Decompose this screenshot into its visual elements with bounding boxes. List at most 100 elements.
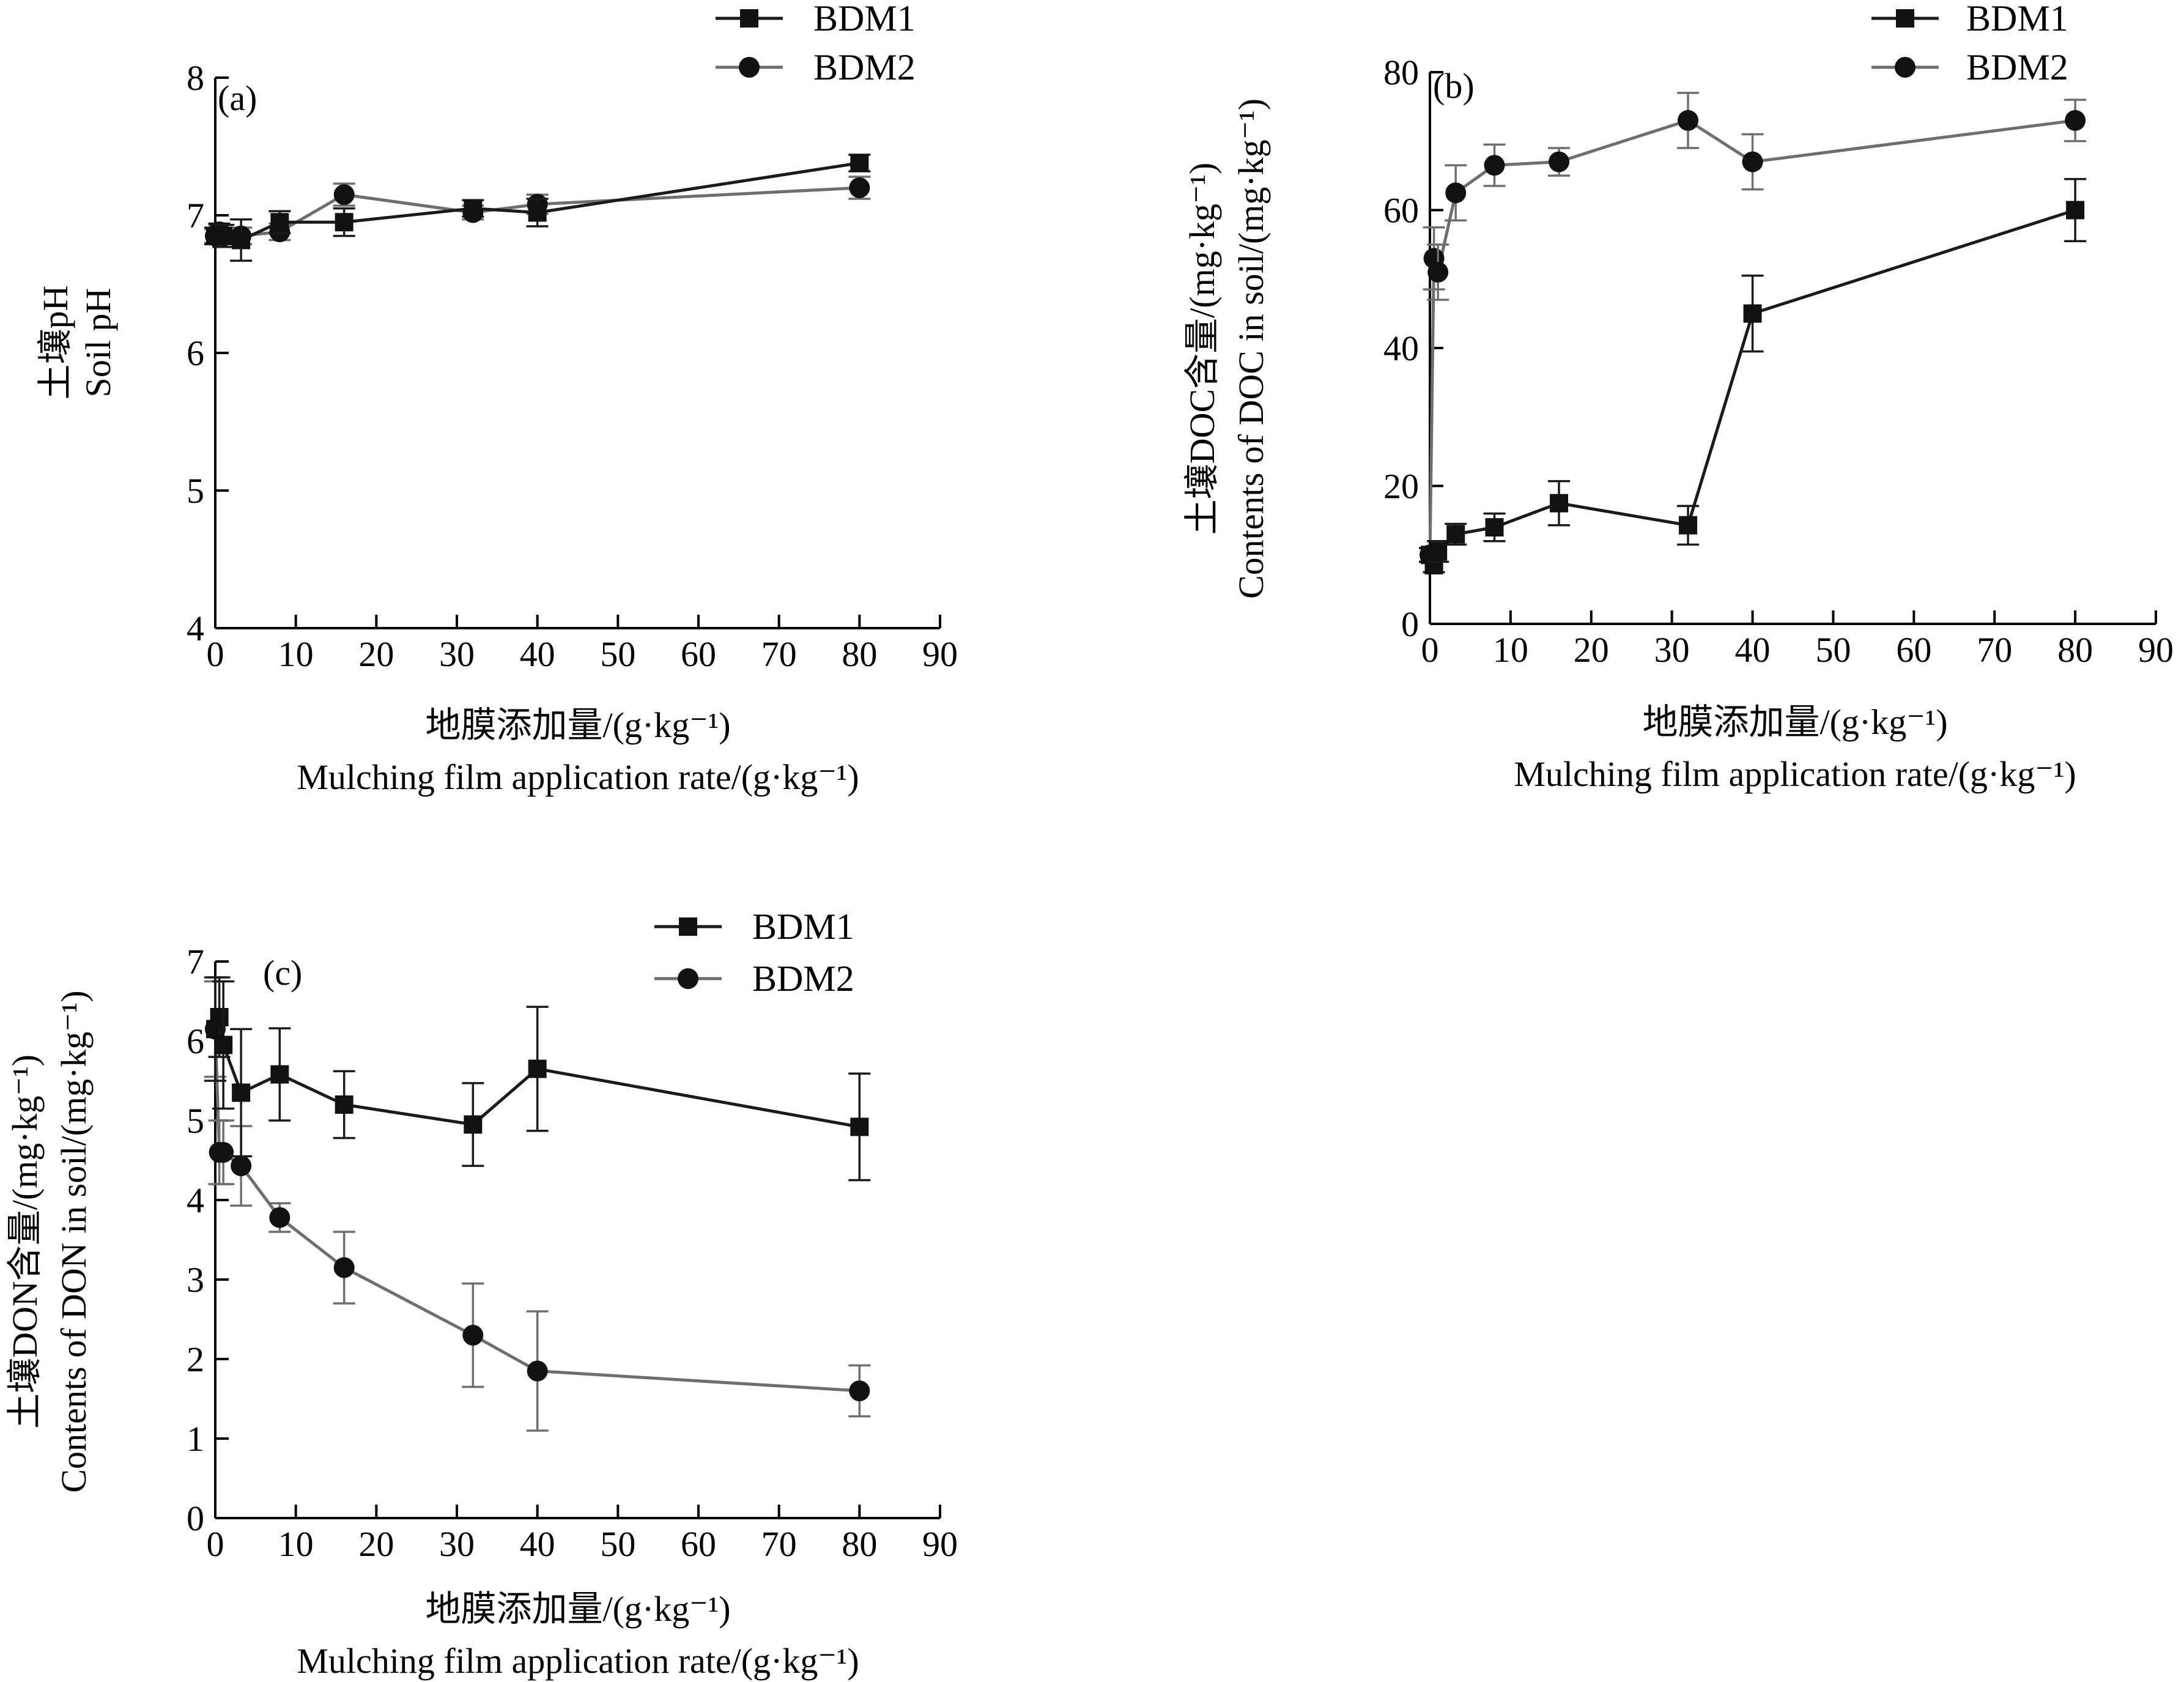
y-tick-label: 8 — [187, 58, 204, 98]
y-axis-title-cn: 土壤pH — [35, 286, 75, 400]
y-axis-title-cn: 土壤DON含量/(mg·kg⁻¹) — [5, 1054, 45, 1429]
data-point — [464, 1115, 483, 1134]
x-tick-label: 80 — [842, 1524, 877, 1564]
data-point — [849, 1380, 870, 1401]
x-tick-label: 70 — [761, 634, 797, 674]
data-point — [1485, 518, 1504, 537]
data-point — [333, 1257, 355, 1278]
data-point — [232, 231, 251, 250]
x-tick-label: 90 — [922, 1524, 958, 1564]
data-point — [528, 1059, 547, 1078]
data-point — [850, 1117, 869, 1136]
y-tick-label: 2 — [187, 1339, 204, 1379]
y-tick-label: 6 — [187, 1021, 204, 1061]
y-tick-label: 7 — [187, 942, 204, 982]
data-point — [464, 199, 483, 218]
x-tick-label: 60 — [1896, 630, 1931, 670]
y-tick-label: 40 — [1383, 328, 1419, 368]
x-axis-title-cn: 地膜添加量/(g·kg⁻¹) — [425, 705, 730, 745]
series-bdm1 — [204, 154, 871, 262]
data-point — [270, 213, 289, 232]
data-point — [214, 1036, 233, 1054]
legend-marker — [739, 57, 760, 78]
data-point — [528, 203, 547, 222]
x-tick-label: 40 — [520, 1524, 555, 1564]
data-point — [333, 184, 355, 206]
x-tick-label: 0 — [207, 634, 224, 674]
x-axis-title-en: Mulching film application rate/(g·kg⁻¹) — [1514, 754, 2076, 794]
x-tick-label: 90 — [922, 634, 958, 674]
x-tick-label: 80 — [842, 634, 877, 674]
y-tick-label: 1 — [187, 1419, 204, 1459]
y-axis-title-en: Contents of DOC in soil/(mg·kg⁻¹) — [1231, 98, 1271, 599]
data-point — [462, 1325, 484, 1346]
x-tick-label: 60 — [681, 1524, 716, 1564]
data-point — [2065, 109, 2086, 131]
y-tick-label: 4 — [187, 609, 204, 648]
x-axis-title-en: Mulching film application rate/(g·kg⁻¹) — [297, 1641, 859, 1681]
data-point — [849, 177, 870, 198]
x-tick-label: 40 — [520, 634, 555, 674]
x-tick-label: 70 — [761, 1524, 797, 1564]
y-tick-label: 0 — [1401, 604, 1419, 644]
y-tick-label: 5 — [187, 1101, 204, 1141]
y-tick-label: 6 — [187, 333, 204, 373]
legend: BDM1 BDM2 — [1871, 0, 2068, 87]
data-point — [1484, 155, 1505, 176]
chart-panel-c: 0 10 20 30 40 50 60 70 80 90 0 1 2 3 4 5 6 7 (c) 地膜添加量/(g·k… — [5, 906, 958, 1681]
legend-marker — [740, 9, 758, 28]
data-point — [1743, 304, 1762, 323]
data-point — [269, 1207, 291, 1228]
series-line — [1428, 209, 2076, 570]
data-point — [210, 1008, 229, 1026]
legend-label: BDM1 — [1966, 0, 2068, 39]
data-point — [1549, 151, 1570, 172]
x-tick-label: 90 — [2138, 630, 2174, 670]
legend-label: BDM2 — [813, 47, 916, 87]
data-point — [1678, 109, 1699, 131]
y-tick-label: 60 — [1383, 191, 1419, 231]
x-tick-label: 30 — [439, 1524, 475, 1564]
y-tick-label: 3 — [187, 1260, 204, 1300]
chart-panel-a: 0 10 20 30 40 50 60 70 80 90 4 5 6 7 8 (a) 地膜添加量/(g·kg⁻¹… — [35, 0, 958, 797]
data-point — [850, 154, 869, 172]
x-axis-title-cn: 地膜添加量/(g·kg⁻¹) — [425, 1589, 730, 1629]
data-point — [335, 213, 354, 232]
series-bdm1 — [1419, 178, 2087, 575]
x-tick-label: 10 — [1493, 630, 1528, 670]
series-bdm2 — [204, 980, 871, 1432]
x-tick-label: 0 — [207, 1524, 224, 1564]
data-point — [1679, 516, 1698, 535]
chart-panel-b: 0 10 20 30 40 50 60 70 80 90 0 20 40 60 80 (b) 地膜添加量/(g·… — [1182, 0, 2174, 794]
y-axis-title-en: Contents of DON in soil/(mg·kg⁻¹) — [54, 990, 94, 1492]
data-point — [1742, 151, 1763, 172]
x-tick-label: 20 — [1574, 630, 1609, 670]
x-axis-title-en: Mulching film application rate/(g·kg⁻¹) — [297, 757, 859, 797]
data-point — [1445, 182, 1467, 204]
y-tick-label: 5 — [187, 471, 204, 511]
legend: BDM1 BDM2 — [716, 0, 916, 87]
data-point — [527, 1360, 548, 1382]
x-tick-label: 40 — [1735, 630, 1771, 670]
data-point — [1446, 525, 1465, 544]
x-tick-label: 10 — [278, 1524, 314, 1564]
y-tick-label: 80 — [1383, 53, 1419, 92]
y-axis-title-cn: 土壤DOC含量/(mg·kg⁻¹) — [1182, 163, 1222, 535]
x-tick-label: 10 — [278, 634, 314, 674]
data-point — [214, 226, 233, 245]
data-point — [270, 1065, 289, 1084]
series-bdm1 — [204, 976, 871, 1182]
data-point — [1427, 261, 1449, 283]
x-tick-label: 30 — [439, 634, 475, 674]
data-point — [335, 1095, 354, 1114]
y-tick-label: 20 — [1383, 467, 1419, 506]
panel-label: (a) — [218, 78, 257, 118]
legend: BDM1 BDM2 — [654, 906, 854, 999]
x-tick-label: 20 — [358, 1524, 394, 1564]
y-tick-label: 7 — [187, 196, 204, 235]
legend-label: BDM1 — [813, 0, 916, 39]
x-tick-label: 50 — [600, 634, 635, 674]
x-tick-label: 0 — [1421, 630, 1439, 670]
data-point — [2066, 201, 2085, 220]
